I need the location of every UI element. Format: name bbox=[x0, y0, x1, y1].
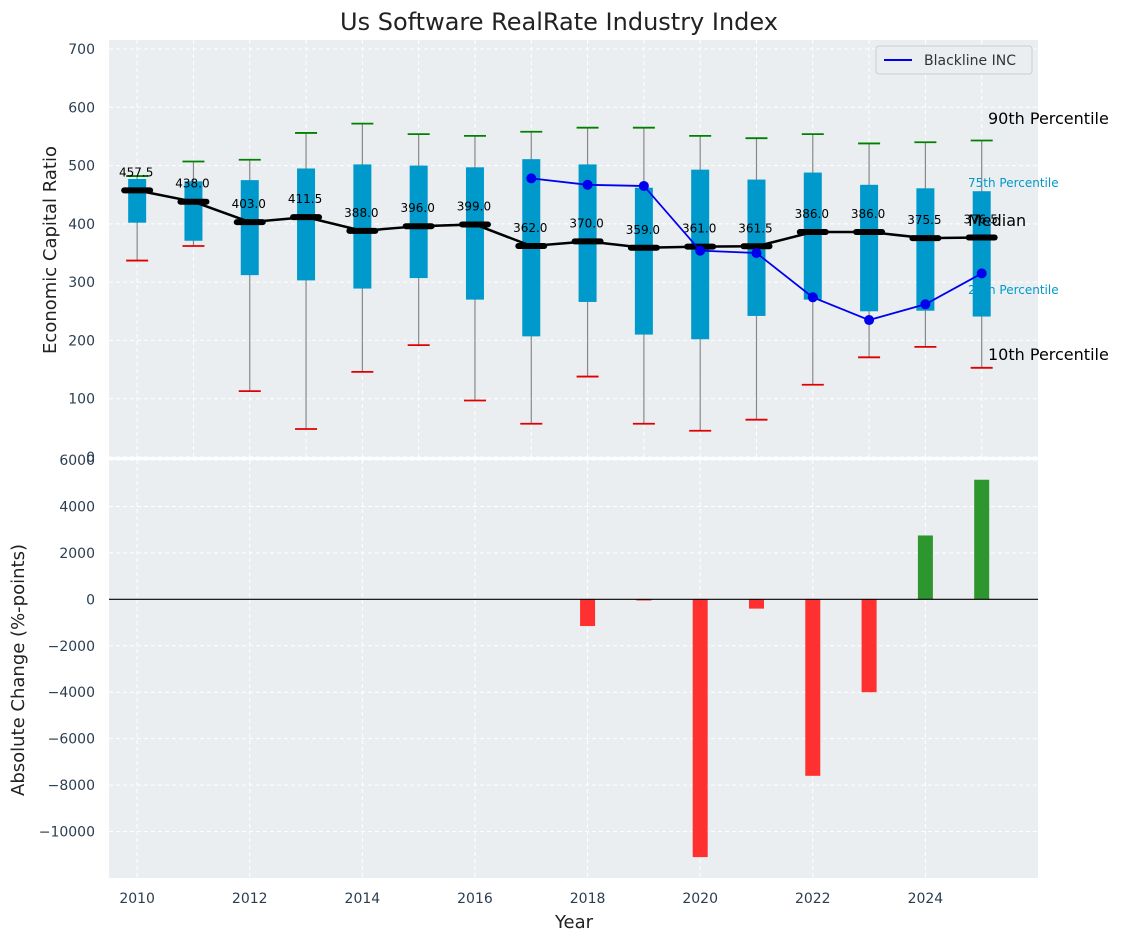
company-point bbox=[582, 179, 593, 190]
annotation-median: Median bbox=[968, 211, 1026, 230]
company-point bbox=[976, 268, 987, 279]
bottom-y-tick-label: −2000 bbox=[48, 639, 95, 655]
bottom-chart-marks bbox=[109, 479, 1038, 858]
percentile-box bbox=[972, 191, 991, 317]
median-value-label: 396.0 bbox=[400, 201, 434, 215]
median-value-label: 438.0 bbox=[175, 177, 209, 191]
company-point bbox=[526, 173, 537, 184]
company-point bbox=[751, 248, 762, 258]
median-line bbox=[136, 189, 982, 250]
percentile-box bbox=[578, 164, 597, 302]
percentile-box bbox=[634, 187, 653, 335]
bottom-y-tick-label: 4000 bbox=[59, 499, 95, 515]
company-point bbox=[920, 299, 931, 310]
top-chart-marks: 457.5 438.0 403.0 411.5 388.0 396.0 399.0 362.0… bbox=[119, 122, 998, 432]
x-tick-label: 2016 bbox=[457, 891, 493, 907]
median-value-label: 386.0 bbox=[795, 207, 829, 221]
bottom-y-tick-label: 0 bbox=[86, 592, 95, 608]
annotation-p90: 90th Percentile bbox=[988, 109, 1109, 128]
median-value-label: 388.0 bbox=[344, 206, 378, 220]
percentile-box bbox=[916, 188, 935, 311]
company-point bbox=[695, 245, 706, 256]
bottom-y-tick-label: −6000 bbox=[48, 732, 95, 748]
median-value-label: 362.0 bbox=[513, 221, 547, 235]
x-tick-label: 2012 bbox=[232, 891, 268, 907]
x-tick-label: 2022 bbox=[795, 891, 831, 907]
bottom-y-tick-label: −10000 bbox=[39, 825, 95, 841]
company-point bbox=[864, 315, 875, 326]
bottom-y-tick-label: 2000 bbox=[59, 546, 95, 562]
median-value-label: 386.0 bbox=[851, 207, 885, 221]
median-value-label: 361.5 bbox=[738, 221, 772, 235]
change-bar bbox=[974, 479, 990, 600]
chart-title: Us Software RealRate Industry Index bbox=[340, 8, 778, 36]
annotation-p75: 75th Percentile bbox=[968, 176, 1059, 190]
top-panel-background bbox=[109, 40, 1038, 457]
change-bar bbox=[917, 535, 933, 600]
x-axis-label: Year bbox=[554, 912, 594, 933]
median-value-label: 361.0 bbox=[682, 222, 716, 236]
change-bar bbox=[861, 599, 877, 693]
percentile-box bbox=[465, 167, 484, 300]
x-tick-label: 2010 bbox=[119, 891, 155, 907]
percentile-box bbox=[803, 172, 822, 300]
grid-lines bbox=[109, 40, 1038, 878]
bottom-y-axis-label: Absolute Change (%-points) bbox=[8, 544, 29, 796]
percentile-box bbox=[297, 168, 316, 281]
percentile-box bbox=[184, 181, 203, 241]
top-y-axis-label: Economic Capital Ratio bbox=[40, 146, 61, 354]
percentile-box bbox=[128, 178, 147, 223]
company-point bbox=[807, 292, 818, 303]
annotation-p10: 10th Percentile bbox=[988, 345, 1109, 364]
median-value-label: 457.5 bbox=[119, 165, 153, 179]
x-tick-label: 2018 bbox=[570, 891, 606, 907]
legend-label: Blackline INC bbox=[924, 53, 1016, 69]
median-value-label: 399.0 bbox=[457, 199, 491, 213]
percentile-box bbox=[240, 180, 259, 276]
annotation-p25: 25th Percentile bbox=[968, 283, 1059, 297]
legend-box bbox=[875, 45, 1033, 75]
change-bar bbox=[805, 599, 821, 776]
top-y-tick-label: 600 bbox=[68, 100, 95, 116]
top-y-tick-label: 100 bbox=[68, 392, 95, 408]
median-value-label: 359.0 bbox=[626, 223, 660, 237]
bottom-panel-background bbox=[109, 460, 1038, 878]
bottom-y-tick-label: −8000 bbox=[48, 778, 95, 794]
bottom-y-tick-label: −4000 bbox=[48, 685, 95, 701]
percentile-box bbox=[409, 165, 428, 279]
median-value-label: 411.5 bbox=[288, 192, 322, 206]
median-value-label: 370.0 bbox=[569, 216, 603, 230]
top-y-tick-label: 400 bbox=[68, 217, 95, 233]
median-value-label: 403.0 bbox=[232, 197, 266, 211]
percentile-box bbox=[353, 164, 372, 289]
company-point bbox=[638, 180, 649, 191]
change-bar bbox=[692, 599, 708, 858]
top-y-tick-label: 700 bbox=[68, 42, 95, 58]
median-value-label: 376.5 bbox=[964, 213, 998, 227]
x-tick-label: 2024 bbox=[908, 891, 944, 907]
top-y-tick-label: 500 bbox=[68, 159, 95, 175]
legend: Blackline INC bbox=[875, 45, 1033, 75]
change-bar bbox=[580, 599, 596, 627]
x-tick-label: 2020 bbox=[682, 891, 718, 907]
x-tick-label: 2014 bbox=[345, 891, 381, 907]
top-y-tick-label: 200 bbox=[68, 333, 95, 349]
axes: 0 100 200 300 400 500 600 700 −10000 −8000 −6000 −4… bbox=[39, 42, 944, 907]
top-y-tick-label: 300 bbox=[68, 275, 95, 291]
median-value-label: 375.5 bbox=[907, 213, 941, 227]
percentile-box bbox=[860, 184, 879, 312]
change-bar bbox=[748, 599, 764, 609]
top-y-tick-label: 0 bbox=[86, 450, 95, 466]
bottom-y-tick-label: 6000 bbox=[59, 453, 95, 469]
